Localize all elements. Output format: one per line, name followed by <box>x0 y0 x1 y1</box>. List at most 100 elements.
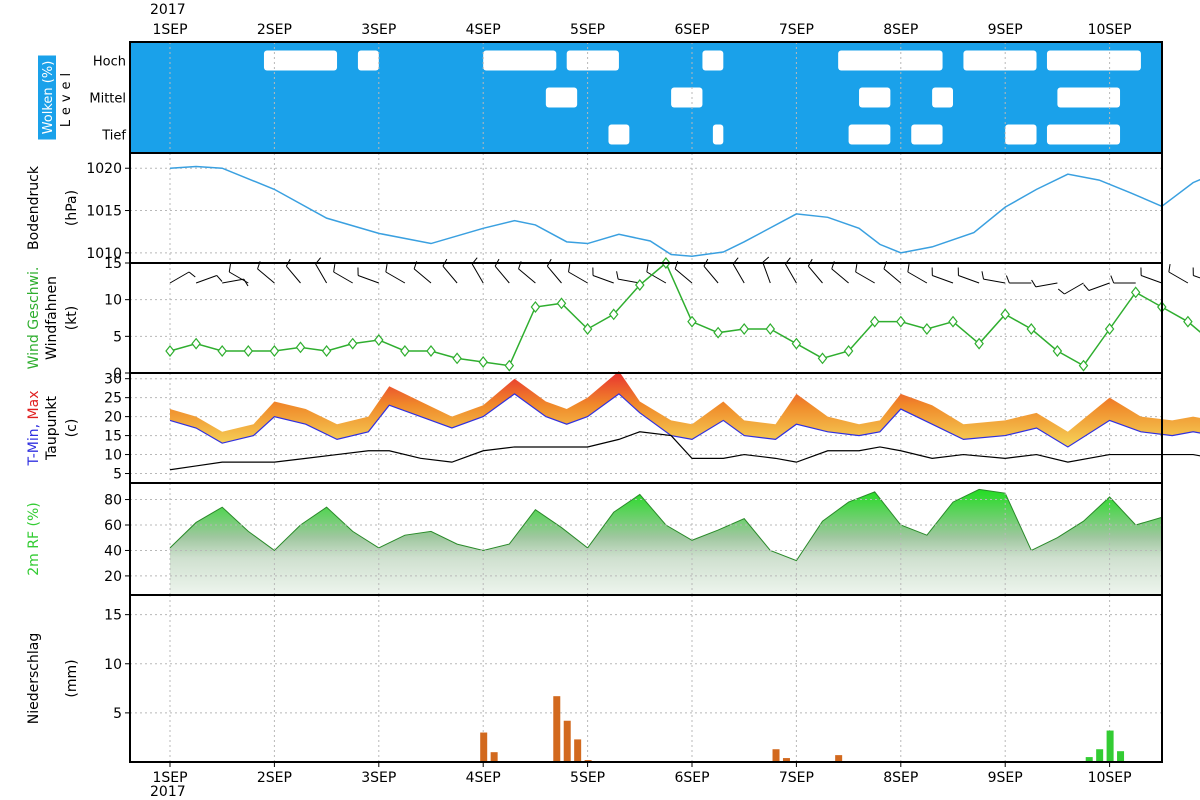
wind-speed-marker <box>556 297 567 310</box>
humidity-area <box>170 489 1162 595</box>
wind-speed-marker <box>922 323 932 335</box>
temperature-unit: (c) <box>64 419 80 438</box>
cloud-patch <box>838 50 943 71</box>
wind-speed-marker <box>635 279 645 291</box>
date-label-top: 2SEP <box>257 22 292 38</box>
wind-barb-flag <box>385 264 388 273</box>
wind-barb <box>855 271 875 284</box>
cloud-patch <box>702 50 724 71</box>
ytick-label: 20 <box>104 410 122 426</box>
wind-speed-marker <box>478 356 488 368</box>
cloud-patch <box>911 124 943 145</box>
ytick-label: 1015 <box>86 204 122 220</box>
wind-barb <box>471 263 484 284</box>
wind-barb <box>932 275 954 284</box>
tmin-label: T-Min, <box>26 419 42 466</box>
date-label-bottom: 10SEP <box>1088 770 1132 786</box>
wind-barb <box>983 278 1006 284</box>
year-label-top: 2017 <box>150 2 186 18</box>
wind-barb <box>222 278 244 284</box>
wind-speed-marker <box>582 323 593 335</box>
cloud-patch <box>671 87 703 108</box>
cloud-patch <box>357 50 379 71</box>
wind-barb-flag <box>1031 279 1037 288</box>
date-label-top: 8SEP <box>883 22 918 38</box>
ytick-label: 5 <box>113 467 122 483</box>
wind-barb <box>592 275 614 284</box>
wind-barb-flag <box>907 264 910 273</box>
wind-barb <box>546 265 562 284</box>
wind-barb <box>1064 282 1084 295</box>
cloud-patch <box>608 124 630 145</box>
cloud-patch <box>566 50 619 71</box>
wind-speed-marker <box>974 337 984 350</box>
pressure-panel: 1010 1015 1020 Bodendruck (hPa) <box>26 152 1200 264</box>
cloud-panel: Hoch Mittel Tief Wolken (%) Level 1SEP 2SEP 3SE… <box>38 22 1163 154</box>
wind-barb-flag <box>1005 275 1010 284</box>
cloud-patch <box>263 50 338 71</box>
precip-bar <box>490 752 498 762</box>
date-label-top: 7SEP <box>779 22 814 38</box>
wind-speed-marker <box>713 326 723 339</box>
cloud-patch <box>1005 124 1037 145</box>
pressure-frame <box>129 152 1163 264</box>
panels: Hoch Mittel Tief Wolken (%) Level 1SEP 2SEP 3SE… <box>26 22 1200 786</box>
wind-barb-flag <box>1057 288 1065 295</box>
ytick-label: 10 <box>104 293 122 309</box>
pressure-unit: (hPa) <box>64 190 80 226</box>
wind-speed-marker <box>1130 286 1141 299</box>
wind-barb-flag <box>333 264 336 273</box>
date-label-top: 1SEP <box>152 22 187 38</box>
wind-barb <box>784 263 797 284</box>
wind-barb <box>333 271 353 284</box>
ytick-label: 25 <box>104 391 122 407</box>
tmin-line <box>169 393 1200 448</box>
precip-bar <box>1085 757 1093 762</box>
wind-barb-flag <box>762 256 770 263</box>
precipitation-panel: 5 10 15 Niederschlag (mm) 1SEP 2SEP 3SEP 4SEP 5SE… <box>26 594 1163 786</box>
date-label-bottom: 4SEP <box>466 770 501 786</box>
wind-speed-marker <box>243 345 254 357</box>
cloud-level-axis-label: Level <box>59 68 74 127</box>
cloud-patch <box>1046 124 1121 145</box>
wind-speed-marker <box>1026 323 1037 335</box>
cloud-level-label: Hoch <box>93 55 126 70</box>
wind-barb <box>228 271 249 284</box>
ytick-label: 15 <box>104 608 122 624</box>
precip-bar <box>553 696 561 762</box>
ytick-label: 30 <box>104 372 122 388</box>
date-label-bottom: 6SEP <box>674 770 709 786</box>
precip-bar <box>563 720 571 762</box>
ytick-label: 40 <box>104 543 122 559</box>
wind-barb <box>357 275 379 284</box>
temperature-panel: 5 10 15 20 25 30 T-Min, Max Taupunkt (c) <box>26 371 1200 484</box>
cloud-patch <box>932 87 953 108</box>
wind-barb-flag <box>568 264 571 273</box>
ytick-label: 20 <box>104 569 122 585</box>
wind-barb-flag <box>855 264 858 273</box>
cloud-patch <box>1046 50 1141 71</box>
precip-bar <box>1096 749 1104 762</box>
date-label-bottom: 3SEP <box>361 770 396 786</box>
wind-speed-marker <box>374 334 384 346</box>
ytick-label: 1010 <box>86 246 122 262</box>
wind-speed-marker <box>608 308 619 321</box>
wind-barb <box>907 271 928 284</box>
ytick-label: 15 <box>104 429 122 445</box>
dewpoint-line <box>169 431 1200 471</box>
wind-barb <box>1035 282 1058 288</box>
date-label-top: 9SEP <box>988 22 1023 38</box>
precip-bar <box>574 739 582 762</box>
pressure-ylabel: Bodendruck <box>26 165 42 250</box>
date-label-bottom: 2SEP <box>257 770 292 786</box>
wind-barb <box>413 268 432 284</box>
wind-barb <box>1140 275 1162 284</box>
wind-barb <box>442 265 458 284</box>
humidity-line <box>169 488 1163 562</box>
dewpoint-ylabel: Taupunkt <box>44 396 60 461</box>
cloud-patch <box>963 50 1037 71</box>
wind-barb <box>1168 271 1189 284</box>
cloud-patch <box>848 124 891 145</box>
cloud-level-label: Mittel <box>89 92 126 107</box>
